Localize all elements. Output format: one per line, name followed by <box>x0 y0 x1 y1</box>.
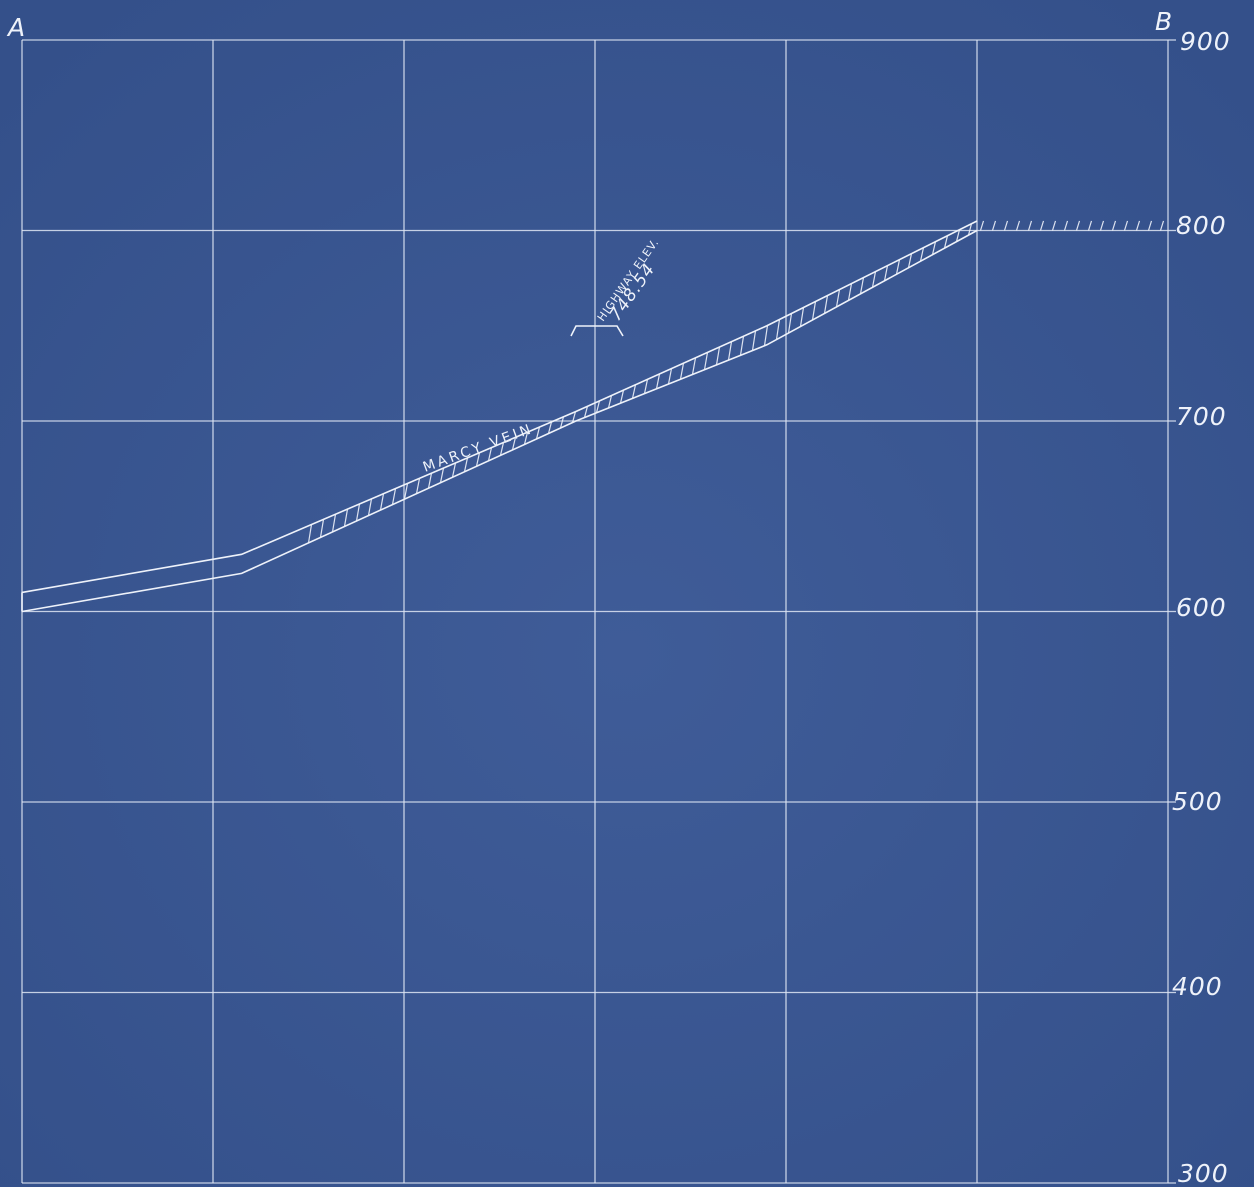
vein-hatch <box>931 241 937 255</box>
elevation-label-900: 900 <box>1180 27 1231 56</box>
vein-hatch <box>1087 220 1093 231</box>
vein-hatch <box>643 379 649 394</box>
vein-hatch <box>691 357 697 375</box>
vein-hatch <box>955 229 961 242</box>
vein-hatch <box>991 220 997 231</box>
elevation-label-300: 300 <box>1178 1159 1229 1187</box>
vein-hatch <box>619 389 625 404</box>
vein-hatch <box>439 467 445 483</box>
vein-hatch <box>859 277 865 294</box>
vein-hatch <box>871 271 877 288</box>
vein-hatch <box>679 363 685 380</box>
vein-hatch <box>1075 220 1081 231</box>
vein-hatch <box>799 307 805 327</box>
vein-hatch <box>1159 220 1165 231</box>
vein-hatch <box>1123 220 1129 231</box>
vein-hatch <box>607 395 613 409</box>
vein-hatch <box>307 524 313 544</box>
vein-hatch <box>703 352 709 370</box>
vein-hatch <box>667 368 673 385</box>
vein-hatch <box>463 457 469 472</box>
section-end-label: B <box>1155 7 1173 36</box>
vein-hatch <box>427 473 433 489</box>
vein-hatch <box>775 319 781 340</box>
vein-hatch <box>1063 220 1069 231</box>
vein-hatch <box>403 483 409 500</box>
vein-hatch <box>727 341 733 361</box>
vein-hatch <box>1111 220 1117 231</box>
vein-hatch <box>715 346 721 366</box>
vein-hatch <box>475 452 481 467</box>
grid <box>21 39 1176 1184</box>
vein-hatch <box>1147 220 1153 231</box>
vein-hatch <box>943 235 949 249</box>
vein-hatch <box>343 509 349 527</box>
vein-hatch <box>1039 220 1045 231</box>
elevation-label-600: 600 <box>1176 593 1227 622</box>
vein-hanging-wall <box>21 220 978 594</box>
section-start-label: A <box>6 13 26 42</box>
vein-hatch <box>451 462 457 478</box>
vein-hatch <box>1003 220 1009 231</box>
vein-hatch <box>499 442 505 456</box>
vein-hatch <box>739 336 745 356</box>
vein-hatch <box>967 223 973 236</box>
vein-hatch <box>595 400 601 413</box>
vein-hatch <box>1027 220 1033 231</box>
vein-hatch <box>415 478 421 494</box>
vein-hatch <box>631 384 637 399</box>
highway-marker <box>570 325 624 337</box>
vein-hatch <box>895 259 901 275</box>
vein-hatch <box>835 289 841 308</box>
vein-hatch <box>979 220 985 231</box>
vein-hatch <box>847 283 853 301</box>
vein-hatch <box>523 432 529 445</box>
vein-hatch <box>391 488 397 505</box>
vein-hatch <box>583 406 589 418</box>
vein-hatch <box>1051 220 1057 231</box>
elevation-label-800: 800 <box>1176 211 1227 240</box>
vein-hatch <box>547 421 553 434</box>
vein-hatch <box>559 416 565 429</box>
elevation-label-500: 500 <box>1172 787 1223 816</box>
vein-hatch <box>367 498 373 516</box>
vein-hatch <box>379 493 385 511</box>
vein-hatch <box>823 295 829 314</box>
vein-hatch <box>487 447 493 461</box>
vein-hatch <box>571 411 577 423</box>
vein-hatch <box>511 437 517 451</box>
vein-hatch <box>1099 220 1105 231</box>
vein-hatch <box>655 373 661 389</box>
vein-hatch <box>919 247 925 262</box>
elevation-label-400: 400 <box>1172 972 1223 1001</box>
vein-hatch <box>331 514 337 533</box>
vein-hatch <box>751 330 757 351</box>
elevation-scale: 900 800 700 600 500 400 300 <box>1172 27 1231 1187</box>
vein-hatch <box>787 313 793 334</box>
vein-hatch <box>883 265 889 281</box>
vein-hatch <box>811 301 817 321</box>
vein-hatch <box>535 426 541 440</box>
vein-hatch <box>1015 220 1021 231</box>
vein-hatch <box>1135 220 1141 231</box>
vein-hatch <box>355 503 361 522</box>
vein-hatch <box>907 253 913 268</box>
marcy-vein <box>21 220 1165 613</box>
elevation-label-700: 700 <box>1176 402 1227 431</box>
vein-hatch <box>763 325 769 346</box>
vein-hatch <box>319 519 325 538</box>
